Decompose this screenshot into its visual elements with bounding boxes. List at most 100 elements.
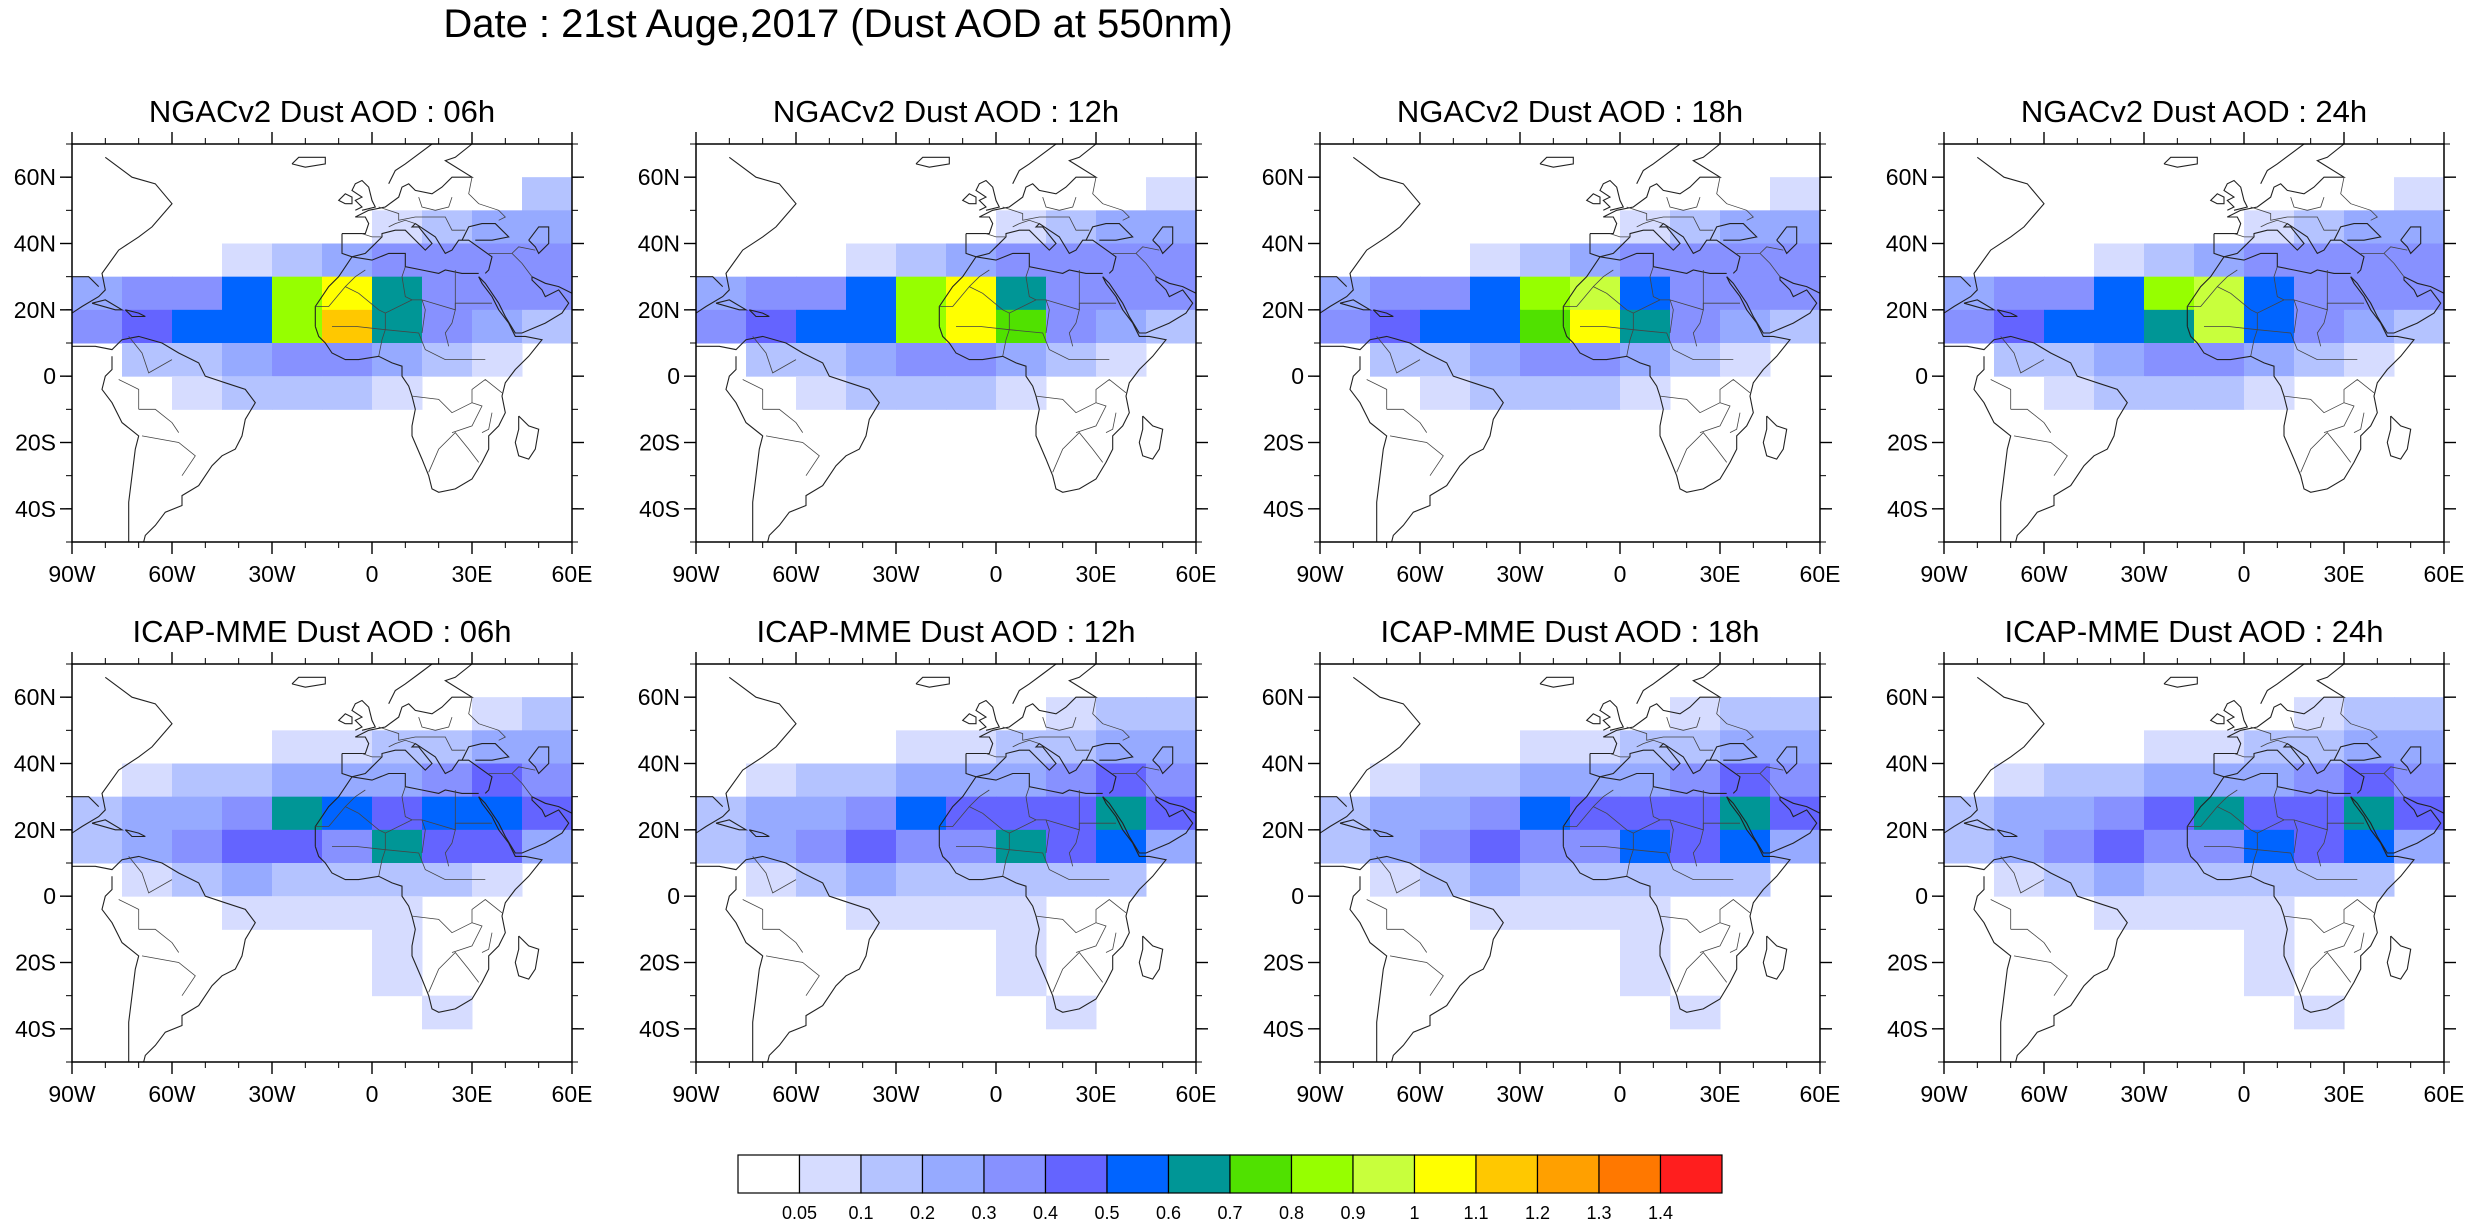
- lat-tick-label: 0: [667, 883, 680, 909]
- map-lines: [696, 664, 1196, 1062]
- coastline: [1726, 796, 1818, 854]
- aod-cell: [1146, 829, 1196, 864]
- colorbar-swatch: [1598, 1154, 1662, 1194]
- country-border: [985, 753, 1006, 758]
- aod-cell: [1770, 763, 1820, 798]
- aod-cell: [1470, 896, 1521, 930]
- aod-cell: [1620, 276, 1671, 311]
- coastline: [91, 819, 125, 831]
- aod-cell: [1620, 243, 1671, 278]
- aod-cell: [522, 177, 572, 211]
- aod-cell: [1370, 276, 1421, 311]
- aod-cell: [946, 243, 997, 278]
- country-border: [1045, 299, 1050, 334]
- country-border: [481, 932, 493, 953]
- country-border: [2250, 206, 2338, 231]
- colorbar-label: 0.4: [1033, 1203, 1058, 1222]
- aod-cell: [1420, 796, 1471, 831]
- map-panel-7: 60N 40N 20N 0 20S 40S 90W 60W 30W 0 30E 60E ICAP-MME…: [1262, 614, 1841, 1107]
- coastline: [1996, 829, 2018, 838]
- country-border: [2383, 246, 2408, 254]
- country-border: [1626, 206, 1714, 231]
- country-border: [1389, 435, 1444, 476]
- aod-cell: [996, 929, 1047, 963]
- map-panel-6: 60N 40N 20N 0 20S 40S 90W 60W 30W 0 30E 60E ICAP-MME…: [638, 614, 1217, 1107]
- country-border: [1636, 219, 1664, 228]
- coastline: [124, 309, 146, 318]
- lat-tick-label: 40S: [639, 1016, 680, 1042]
- aod-cell: [422, 829, 473, 864]
- country-border: [1609, 753, 1630, 758]
- country-border: [1297, 797, 1314, 810]
- lon-tick-label: 30E: [1076, 1081, 1117, 1107]
- country-border: [388, 219, 416, 228]
- aod-cell: [1620, 929, 1671, 963]
- aod-cell: [522, 697, 572, 731]
- country-border: [1075, 898, 1127, 953]
- lat-tick-label: 0: [43, 363, 56, 389]
- aod-cell: [2344, 730, 2395, 764]
- country-border: [361, 233, 382, 238]
- coastline: [2260, 664, 2348, 705]
- aod-cell: [1146, 697, 1196, 731]
- lon-tick-label: 30W: [2120, 561, 2168, 587]
- coastline: [72, 796, 100, 807]
- lat-tick-label: 60N: [1262, 684, 1304, 710]
- aod-cell: [696, 309, 747, 344]
- lon-tick-label: 90W: [672, 1081, 720, 1107]
- aod-cell: [272, 829, 323, 864]
- aod-cell: [172, 276, 223, 311]
- aod-cell: [422, 243, 473, 278]
- aod-cell: [896, 796, 947, 831]
- aod-cell: [996, 962, 1047, 997]
- panel-title: NGACv2 Dust AOD : 12h: [773, 94, 1119, 129]
- lat-tick-label: 40N: [638, 231, 680, 257]
- coastline: [388, 144, 476, 185]
- dust-aod-field: [72, 697, 572, 1030]
- aod-cell: [796, 343, 847, 377]
- coastline: [938, 252, 1103, 327]
- country-border: [1075, 378, 1127, 433]
- aod-cell: [1420, 343, 1471, 377]
- lat-tick-label: 40N: [1886, 231, 1928, 257]
- lon-tick-label: 60E: [1800, 561, 1841, 587]
- coastline: [1102, 276, 1194, 334]
- aod-cell: [1620, 962, 1671, 997]
- lat-tick-label: 60N: [1886, 684, 1928, 710]
- colorbar-swatch: [1167, 1154, 1231, 1194]
- country-border: [1626, 726, 1714, 751]
- country-border: [2353, 412, 2365, 433]
- country-border: [1052, 951, 1104, 993]
- aod-cell: [2094, 376, 2145, 410]
- aod-cell: [896, 309, 947, 344]
- aod-cell: [1146, 177, 1196, 211]
- coastline: [696, 276, 724, 287]
- country-border: [421, 819, 426, 854]
- country-border: [1105, 932, 1117, 953]
- country-border: [1716, 177, 1754, 221]
- aod-cell: [372, 243, 423, 278]
- aod-cell: [522, 763, 572, 798]
- aod-cell: [222, 796, 273, 831]
- colorbar-label: 1.2: [1525, 1203, 1550, 1222]
- coastline: [1320, 335, 1504, 542]
- aod-cell: [1370, 343, 1421, 377]
- aod-cell: [2294, 276, 2345, 311]
- aod-cell: [1720, 829, 1771, 864]
- aod-cell: [272, 863, 323, 897]
- colorbar-swatch: [1290, 1154, 1354, 1194]
- country-border: [2300, 432, 2352, 473]
- aod-cell: [796, 763, 847, 798]
- country-border: [1990, 379, 2012, 410]
- colorbar-label: 1.4: [1648, 1203, 1673, 1222]
- aod-cell: [1096, 697, 1147, 731]
- aod-cell: [1570, 376, 1621, 410]
- aod-cell: [2394, 763, 2444, 798]
- lon-tick-label: 60E: [2424, 561, 2465, 587]
- country-border: [1105, 412, 1117, 433]
- aod-cell: [846, 763, 897, 798]
- lon-tick-label: 60E: [552, 561, 593, 587]
- country-border: [1042, 716, 1077, 731]
- country-border: [1068, 790, 1080, 867]
- aod-cell: [2094, 829, 2145, 864]
